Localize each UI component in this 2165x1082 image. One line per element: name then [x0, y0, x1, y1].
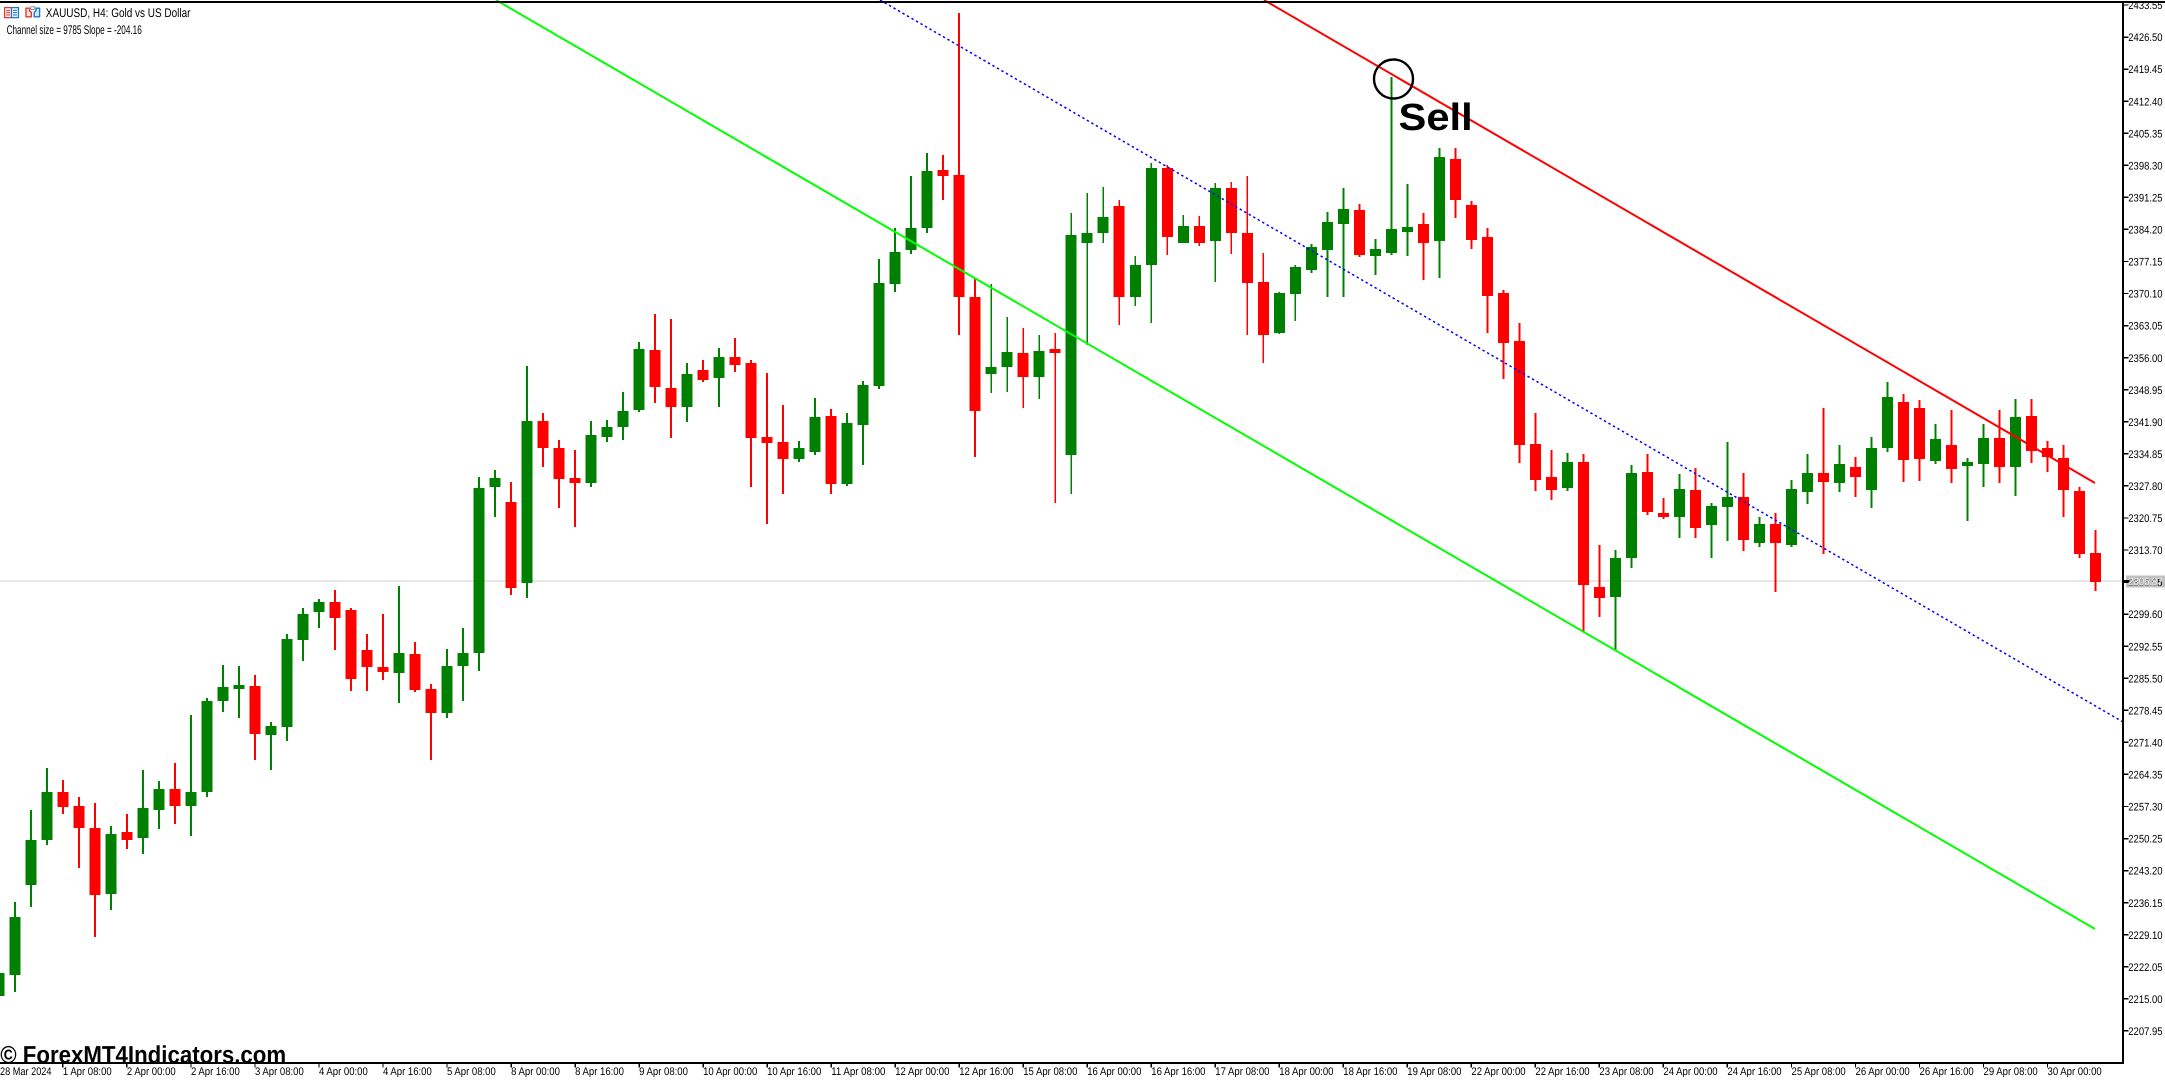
- svg-text:2264.35: 2264.35: [2128, 770, 2162, 782]
- svg-text:10 Apr 00:00: 10 Apr 00:00: [703, 1066, 757, 1077]
- svg-text:2433.55: 2433.55: [2128, 0, 2162, 12]
- svg-text:2356.00: 2356.00: [2128, 353, 2162, 365]
- svg-text:2250.25: 2250.25: [2128, 834, 2162, 846]
- svg-text:18 Apr 00:00: 18 Apr 00:00: [1279, 1066, 1333, 1077]
- svg-text:2384.20: 2384.20: [2128, 225, 2162, 237]
- svg-text:28 Mar 2024: 28 Mar 2024: [0, 1066, 52, 1077]
- svg-text:12 Apr 00:00: 12 Apr 00:00: [895, 1066, 949, 1077]
- svg-text:18 Apr 16:00: 18 Apr 16:00: [1343, 1066, 1397, 1077]
- svg-text:2207.95: 2207.95: [2128, 1026, 2162, 1038]
- svg-text:XAUUSD, H4: Gold vs US Dollar: XAUUSD, H4: Gold vs US Dollar: [46, 6, 191, 20]
- svg-text:Channel size = 9785 Slope = -2: Channel size = 9785 Slope = -204.16: [7, 23, 142, 37]
- svg-text:3 Apr 08:00: 3 Apr 08:00: [255, 1066, 304, 1077]
- svg-text:2306.87: 2306.87: [2128, 576, 2162, 588]
- svg-text:2405.35: 2405.35: [2128, 128, 2162, 140]
- svg-text:16 Apr 16:00: 16 Apr 16:00: [1151, 1066, 1205, 1077]
- svg-text:Sell: Sell: [1399, 97, 1473, 139]
- svg-text:2419.45: 2419.45: [2128, 64, 2162, 76]
- svg-text:16 Apr 00:00: 16 Apr 00:00: [1087, 1066, 1141, 1077]
- svg-text:26 Apr 16:00: 26 Apr 16:00: [1920, 1066, 1974, 1077]
- svg-text:8 Apr 00:00: 8 Apr 00:00: [511, 1066, 560, 1077]
- svg-text:2341.90: 2341.90: [2128, 417, 2162, 429]
- svg-text:2306.65: 2306.65: [2128, 577, 2162, 589]
- svg-text:17 Apr 08:00: 17 Apr 08:00: [1215, 1066, 1269, 1077]
- svg-text:24 Apr 00:00: 24 Apr 00:00: [1663, 1066, 1717, 1077]
- svg-text:2320.75: 2320.75: [2128, 513, 2162, 525]
- svg-text:29 Apr 08:00: 29 Apr 08:00: [1984, 1066, 2038, 1077]
- svg-text:2 Apr 16:00: 2 Apr 16:00: [191, 1066, 240, 1077]
- svg-text:2363.05: 2363.05: [2128, 321, 2162, 333]
- svg-text:4 Apr 00:00: 4 Apr 00:00: [319, 1066, 368, 1077]
- svg-text:2285.50: 2285.50: [2128, 673, 2162, 685]
- svg-text:2215.00: 2215.00: [2128, 994, 2162, 1006]
- svg-text:26 Apr 00:00: 26 Apr 00:00: [1856, 1066, 1910, 1077]
- svg-text:2334.85: 2334.85: [2128, 449, 2162, 461]
- svg-text:2426.50: 2426.50: [2128, 32, 2162, 44]
- svg-text:30 Apr 00:00: 30 Apr 00:00: [2048, 1066, 2102, 1077]
- svg-text:2313.70: 2313.70: [2128, 545, 2162, 557]
- svg-text:© ForexMT4Indicators.com: © ForexMT4Indicators.com: [0, 1042, 286, 1069]
- svg-text:10 Apr 16:00: 10 Apr 16:00: [767, 1066, 821, 1077]
- svg-text:2370.10: 2370.10: [2128, 289, 2162, 301]
- svg-text:4 Apr 16:00: 4 Apr 16:00: [383, 1066, 432, 1077]
- svg-text:2222.05: 2222.05: [2128, 962, 2162, 974]
- svg-text:24 Apr 16:00: 24 Apr 16:00: [1727, 1066, 1781, 1077]
- svg-text:25 Apr 08:00: 25 Apr 08:00: [1792, 1066, 1846, 1077]
- svg-text:2292.55: 2292.55: [2128, 641, 2162, 653]
- svg-text:2257.30: 2257.30: [2128, 802, 2162, 814]
- svg-text:2243.20: 2243.20: [2128, 866, 2162, 878]
- svg-text:2327.80: 2327.80: [2128, 481, 2162, 493]
- svg-text:12 Apr 16:00: 12 Apr 16:00: [959, 1066, 1013, 1077]
- svg-text:2398.30: 2398.30: [2128, 160, 2162, 172]
- svg-text:2 Apr 00:00: 2 Apr 00:00: [127, 1066, 176, 1077]
- svg-text:1 Apr 08:00: 1 Apr 08:00: [63, 1066, 112, 1077]
- svg-text:2391.25: 2391.25: [2128, 193, 2162, 205]
- svg-text:2236.15: 2236.15: [2128, 898, 2162, 910]
- svg-text:2229.10: 2229.10: [2128, 930, 2162, 942]
- svg-text:23 Apr 08:00: 23 Apr 08:00: [1599, 1066, 1653, 1077]
- svg-text:5 Apr 08:00: 5 Apr 08:00: [447, 1066, 496, 1077]
- svg-text:2412.40: 2412.40: [2128, 96, 2162, 108]
- svg-text:22 Apr 16:00: 22 Apr 16:00: [1535, 1066, 1589, 1077]
- svg-text:2271.40: 2271.40: [2128, 738, 2162, 750]
- svg-text:2299.60: 2299.60: [2128, 609, 2162, 621]
- svg-text:8 Apr 16:00: 8 Apr 16:00: [575, 1066, 624, 1077]
- svg-text:15 Apr 08:00: 15 Apr 08:00: [1023, 1066, 1077, 1077]
- svg-text:2278.45: 2278.45: [2128, 705, 2162, 717]
- svg-text:19 Apr 08:00: 19 Apr 08:00: [1407, 1066, 1461, 1077]
- svg-text:11 Apr 08:00: 11 Apr 08:00: [831, 1066, 885, 1077]
- svg-text:2377.15: 2377.15: [2128, 257, 2162, 269]
- svg-text:2348.95: 2348.95: [2128, 385, 2162, 397]
- svg-text:9 Apr 08:00: 9 Apr 08:00: [639, 1066, 688, 1077]
- svg-text:22 Apr 00:00: 22 Apr 00:00: [1471, 1066, 1525, 1077]
